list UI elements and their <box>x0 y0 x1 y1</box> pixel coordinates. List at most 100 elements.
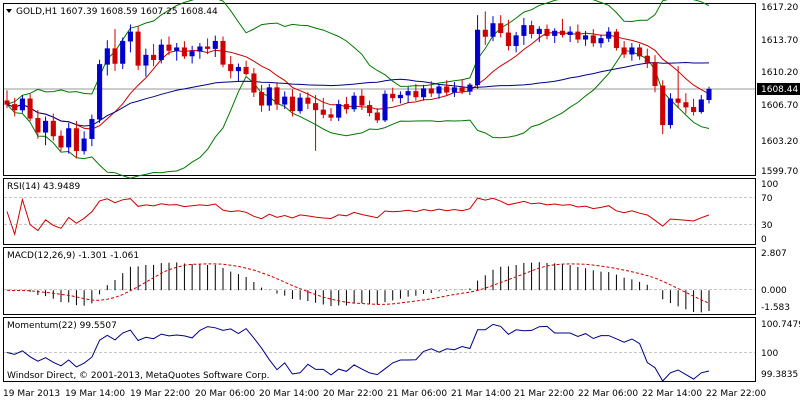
time-label: 21 Mar 14:00 <box>451 389 511 399</box>
candle-body <box>120 40 126 64</box>
candle-body <box>251 73 257 93</box>
candle-body <box>683 102 689 108</box>
time-label: 22 Mar 06:00 <box>578 389 638 399</box>
time-axis: 19 Mar 2013 19 Mar 14:00 19 Mar 22:00 20… <box>3 389 766 399</box>
time-label: 19 Mar 22:00 <box>130 389 190 399</box>
time-label: 19 Mar 14:00 <box>65 389 125 399</box>
candle-body <box>174 47 180 51</box>
candle-body <box>235 66 241 72</box>
candle-body <box>359 95 365 106</box>
current-price-tag-text: 1608.44 <box>761 85 798 95</box>
candle-body <box>567 31 573 35</box>
rsi-tick: 100 <box>761 180 778 190</box>
candle-body <box>667 98 673 126</box>
candle-body <box>81 138 87 152</box>
candle-body <box>498 23 504 34</box>
candle-body <box>43 120 49 133</box>
candle-body <box>405 91 411 96</box>
moving-averages <box>6 32 710 130</box>
candle-body <box>189 51 195 57</box>
price-tick: 1603.20 <box>761 137 798 147</box>
copyright-footer: Windsor Direct, © 2001-2013, MetaQuotes … <box>7 371 270 381</box>
candle-body <box>691 106 697 113</box>
macd-tick: -1.583 <box>761 303 790 313</box>
time-label: 20 Mar 06:00 <box>195 389 255 399</box>
macd-axis: 2.807 0.000 -1.583 <box>761 249 790 313</box>
candle-body <box>374 112 380 121</box>
momentum-tick: 99.3835 <box>761 370 798 380</box>
candle-body <box>27 98 33 119</box>
candle-body <box>505 32 511 47</box>
candle-body <box>274 87 280 105</box>
time-label: 21 Mar 06:00 <box>387 389 447 399</box>
candle-body <box>621 47 627 55</box>
rsi-tick: 0 <box>761 235 767 245</box>
candle-body <box>606 31 612 39</box>
candle-body <box>513 35 519 47</box>
macd-pane-frame <box>3 247 756 315</box>
bollinger-upper-line <box>6 0 710 105</box>
macd-tick: 2.807 <box>761 249 787 259</box>
candle-body <box>166 44 172 51</box>
candle-body <box>112 48 118 64</box>
candle-body <box>89 118 95 139</box>
candle-body <box>127 31 133 42</box>
rsi-tick: 30 <box>761 221 773 231</box>
candle-body <box>135 31 141 66</box>
rsi-header-text: RSI(14) 43.9489 <box>7 182 80 192</box>
candle-body <box>181 47 187 57</box>
time-label: 20 Mar 22:00 <box>323 389 383 399</box>
price-tick: 1613.70 <box>761 36 798 46</box>
candle-body <box>313 103 319 111</box>
candle-body <box>451 87 457 93</box>
macd-header-text: MACD(12,26,9) -1.301 -1.061 <box>7 251 139 261</box>
candle-body <box>637 47 643 57</box>
candle-body <box>552 30 558 36</box>
bollinger-lower-line <box>6 49 710 179</box>
candle-body <box>58 135 64 148</box>
time-label: 21 Mar 22:00 <box>514 389 574 399</box>
momentum-tick: 100.7479 <box>761 320 800 330</box>
current-price-tag <box>757 83 800 95</box>
price-tick: 1610.20 <box>761 68 798 78</box>
macd-signal-line <box>6 263 710 305</box>
candle-body <box>66 128 72 148</box>
rsi-pane-frame <box>3 178 756 245</box>
candle-body <box>436 86 442 94</box>
candle-body <box>243 66 249 74</box>
macd-tick: 0.000 <box>761 286 787 296</box>
candle-body <box>390 93 396 99</box>
candle-body <box>367 105 373 113</box>
candle-body <box>675 98 681 103</box>
bollinger-bands <box>6 0 710 179</box>
time-label: 20 Mar 14:00 <box>259 389 319 399</box>
ma-fast-line <box>6 32 710 130</box>
candle-body <box>320 109 326 115</box>
candle-body <box>459 87 465 92</box>
candle-body <box>220 40 226 65</box>
candle-body <box>336 104 342 118</box>
candle-body <box>698 99 704 113</box>
candle-body <box>97 64 103 120</box>
candle-body <box>490 23 496 37</box>
candle-body <box>475 29 481 86</box>
candle-body <box>4 100 10 105</box>
rsi-line <box>6 197 710 237</box>
candle-body <box>590 35 596 44</box>
candle-body <box>212 40 218 49</box>
candle-body <box>598 38 604 44</box>
candle-body <box>413 91 419 98</box>
candle-body <box>228 64 234 72</box>
candle-body <box>544 28 550 36</box>
main-price-axis: 1617.20 1613.70 1610.20 1606.70 1603.20 … <box>757 3 800 177</box>
rsi-series-line <box>6 197 710 237</box>
candle-body <box>297 97 303 112</box>
time-label: 22 Mar 22:00 <box>706 389 766 399</box>
main-header-text: GOLD,H1 1607.39 1608.59 1607.25 1608.44 <box>16 7 218 17</box>
candle-body <box>73 128 79 152</box>
time-label: 22 Mar 14:00 <box>642 389 702 399</box>
dropdown-triangle-icon[interactable] <box>6 9 12 13</box>
candle-body <box>151 54 157 60</box>
